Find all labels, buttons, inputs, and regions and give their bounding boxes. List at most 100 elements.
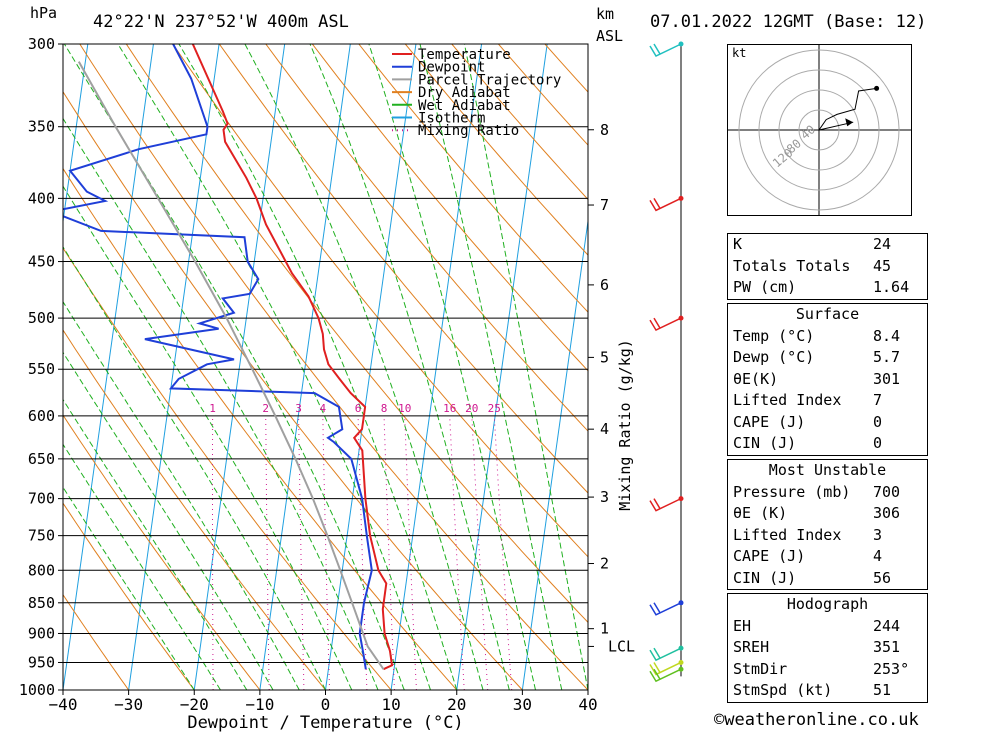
wind-barb-icon <box>649 317 682 332</box>
profile-lines <box>63 44 394 671</box>
mixing-ratio-label: 3 <box>295 402 302 415</box>
x-axis-label: Dewpoint / Temperature (°C) <box>187 713 463 733</box>
wind-barb-icon <box>649 497 682 512</box>
km-tick-label: 8 <box>600 121 609 139</box>
dry-adiabat-line <box>404 44 588 256</box>
km-tick-label: 6 <box>600 276 609 294</box>
legend-entry: Dewpoint <box>418 60 485 76</box>
km-tick-label: 4 <box>600 420 609 438</box>
surface-value: 7 <box>873 391 883 409</box>
wind-barb-icon <box>649 661 682 676</box>
mixing-ratio-line <box>298 415 305 690</box>
hodo-ring <box>798 109 840 151</box>
most-unstable-title: Most Unstable <box>768 461 887 479</box>
most-unstable-row: CIN (J) 56 <box>728 568 927 590</box>
legend-entry: Parcel Trajectory <box>418 72 561 88</box>
km-unit-label: km <box>596 5 615 23</box>
mixing-ratio-line <box>265 415 270 690</box>
legend-entry: Isotherm <box>418 111 485 127</box>
wind-barb-feather <box>653 197 661 209</box>
most-unstable-label: θE (K) <box>733 504 788 522</box>
dry-adiabat-line <box>311 44 588 372</box>
wind-barb-icon <box>649 668 682 683</box>
isotherm-line <box>128 44 220 690</box>
wet-adiabat-line <box>178 44 458 690</box>
legend-entry: Mixing Ratio <box>418 123 519 139</box>
wind-barb-feather <box>653 662 661 673</box>
surface-label: Lifted Index <box>733 391 842 409</box>
most-unstable-row: θE (K) 306 <box>728 503 927 525</box>
location-title: 42°22'N 237°52'W 400m ASL <box>93 12 349 32</box>
hodograph-label: SREH <box>733 638 770 656</box>
isotherm-line <box>390 44 483 690</box>
hodograph-label: StmDir <box>733 659 788 678</box>
plot-axes: 3003504004505005506006507007508008509009… <box>19 35 635 733</box>
temperature-tick-label: 40 <box>578 695 597 714</box>
hodo-ring <box>738 49 900 211</box>
legend-entry: Wet Adiabat <box>418 98 511 114</box>
hodo-ring <box>758 69 880 191</box>
pressure-tick-label: 800 <box>28 561 55 579</box>
most-unstable-value: 3 <box>873 525 883 544</box>
most-unstable-value: 56 <box>873 568 892 587</box>
pressure-tick-label: 850 <box>28 594 55 612</box>
surface-value: 0 <box>873 412 883 431</box>
surface-label: Dewp (°C) <box>733 348 815 366</box>
km-tick-label: 2 <box>600 555 609 573</box>
most-unstable-row: Pressure (mb) 700 <box>728 482 927 504</box>
dry-adiabat-line <box>63 90 523 690</box>
dry-adiabat-line <box>265 44 588 432</box>
wind-barb-feather <box>653 498 661 510</box>
pressure-tick-label: 650 <box>28 450 55 468</box>
hodograph-panel: kt 40 80 120 <box>727 44 912 216</box>
mixing-ratio-label: 10 <box>398 402 411 415</box>
mixing-ratio-label: 1 <box>209 402 216 415</box>
asl-unit-label: ASL <box>596 27 624 45</box>
isotherm-line <box>521 217 588 690</box>
surface-value: 5.7 <box>873 348 901 366</box>
surface-panel: Surface Temp (°C) 8.4 Dewp (°C) 5.7 θE(K) 3… <box>727 303 928 456</box>
temperature-tick-label: 20 <box>447 695 466 714</box>
dry-adiabat-line <box>63 247 392 690</box>
legend-entry: Temperature <box>418 47 511 63</box>
dry-adiabat-line <box>63 593 130 690</box>
pressure-tick-label: 950 <box>28 653 55 671</box>
surface-row: Lifted Index 7 <box>728 390 927 412</box>
wind-barb-icon <box>649 197 682 212</box>
most-unstable-value: 700 <box>873 482 901 501</box>
temperature-tick-label: −30 <box>114 695 143 714</box>
pressure-tick-label: 500 <box>28 309 55 327</box>
hodograph-label: StmSpd (kt) <box>733 681 833 699</box>
index-label: K <box>733 235 743 253</box>
most-unstable-value: 306 <box>873 504 901 522</box>
hodograph-value: 244 <box>873 616 901 635</box>
most-unstable-label: CAPE (J) <box>733 547 806 565</box>
isotherm-line <box>63 44 154 690</box>
surface-value: 301 <box>873 369 901 388</box>
surface-label: θE(K) <box>733 369 779 388</box>
datetime-label: 07.01.2022 12GMT (Base: 12) <box>650 12 927 32</box>
mixing-ratio-label: 2 <box>262 402 269 415</box>
isotherm-line <box>456 44 548 690</box>
dry-adiabat-line <box>79 44 588 690</box>
dry-adiabat-line <box>63 502 195 690</box>
index-value: 24 <box>873 235 892 253</box>
wind-barb-icon <box>649 43 682 57</box>
indices-panel: K 24 Totals Totals 45 PW (cm) 1.64 <box>727 233 928 300</box>
dry-adiabat-line <box>358 44 588 313</box>
index-label: Totals Totals <box>733 256 851 275</box>
km-tick-label: 3 <box>600 488 609 506</box>
parcel-trajectory-series-line <box>77 61 385 670</box>
hodograph-value: 253° <box>873 659 910 678</box>
pressure-tick-label: 450 <box>28 253 55 271</box>
most-unstable-label: CIN (J) <box>733 568 797 587</box>
wind-barb-feather <box>653 668 661 680</box>
mixing-ratio-axis-label: Mixing Ratio (g/kg) <box>616 339 634 511</box>
mixing-ratio-label: 4 <box>319 402 326 415</box>
pressure-tick-label: 350 <box>28 118 55 136</box>
pressure-tick-label: 700 <box>28 490 55 508</box>
wet-adiabat-line <box>63 185 353 690</box>
wind-barb-icon <box>649 602 682 616</box>
km-tick-label: 1 <box>600 620 609 638</box>
